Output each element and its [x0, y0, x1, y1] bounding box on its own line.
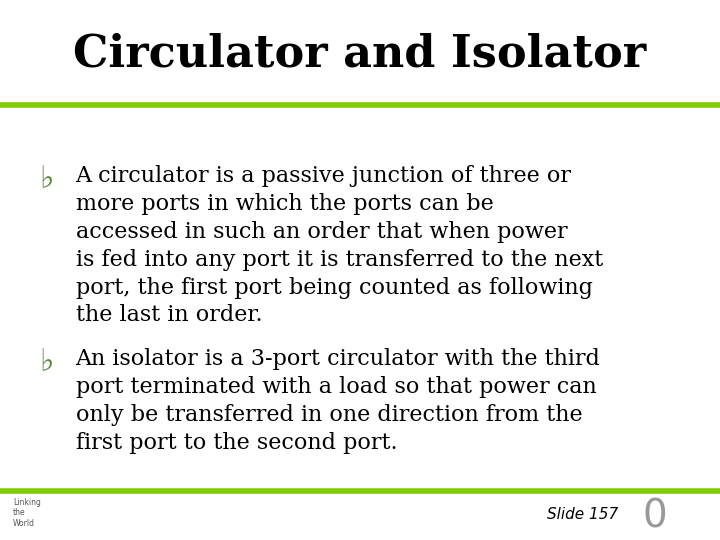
Text: Linking
the
World: Linking the World	[13, 498, 41, 528]
Text: An isolator is a 3-port circulator with the third
port terminated with a load so: An isolator is a 3-port circulator with …	[76, 348, 600, 454]
Text: 0: 0	[643, 497, 667, 535]
Text: ♭: ♭	[40, 165, 54, 194]
Text: A circulator is a passive junction of three or
more ports in which the ports can: A circulator is a passive junction of th…	[76, 165, 603, 327]
Text: Slide 157: Slide 157	[547, 507, 618, 522]
Text: Circulator and Isolator: Circulator and Isolator	[73, 32, 647, 76]
Text: ♭: ♭	[40, 348, 54, 377]
